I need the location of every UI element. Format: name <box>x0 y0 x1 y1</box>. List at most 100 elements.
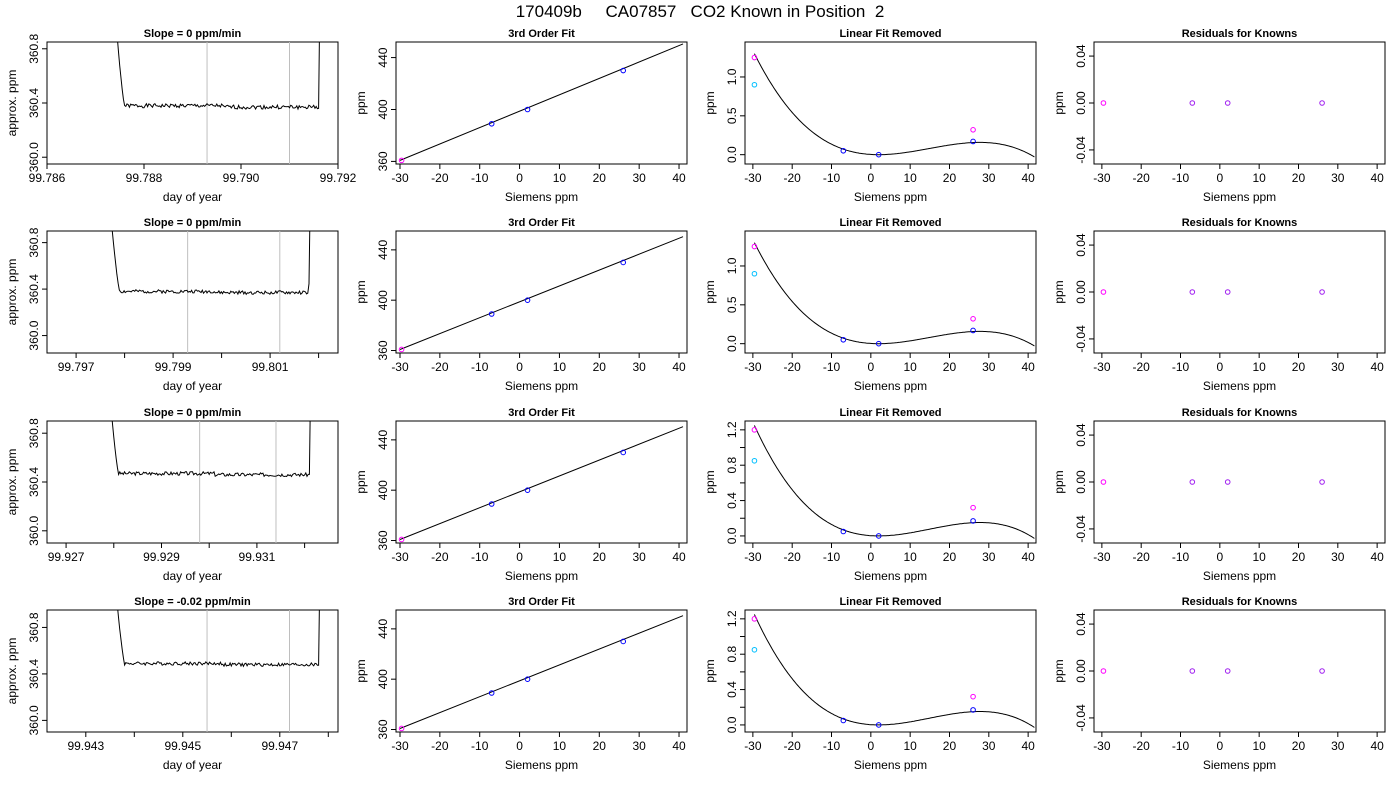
y-axis-label: ppm <box>703 280 717 303</box>
y-tick-label: 360 <box>376 719 390 739</box>
data-point <box>970 518 976 524</box>
y-tick-label: 400 <box>376 480 390 500</box>
fit-line <box>399 236 684 350</box>
cubic-fit-curve <box>753 242 1035 347</box>
cubic-fit-curve <box>753 425 1035 539</box>
x-tick-label: 99.792 <box>320 171 357 185</box>
y-tick-label: 0.00 <box>1074 280 1088 304</box>
panel-1-2: 3rd Order Fit -30 -20 -10 0 10 20 30 40 360 400 440… <box>354 28 688 204</box>
data-point <box>620 67 627 74</box>
panel-title: 3rd Order Fit <box>508 596 575 608</box>
data-point <box>1189 100 1196 106</box>
panel-title: Slope = 0 ppm/min <box>144 407 242 419</box>
x-tick-label: -20 <box>1133 739 1151 753</box>
x-tick-label: 40 <box>1021 171 1035 185</box>
y-axis-label: ppm <box>703 470 717 493</box>
panel-title: 3rd Order Fit <box>508 28 575 40</box>
y-tick-label: -0.04 <box>1074 704 1088 732</box>
x-tick-label: 99.931 <box>239 550 276 564</box>
x-tick-label: 10 <box>903 360 917 374</box>
x-tick-label: -10 <box>471 550 489 564</box>
data-point <box>840 147 847 154</box>
y-tick-label: 360.0 <box>27 320 41 350</box>
x-tick-label: -20 <box>1133 360 1151 374</box>
x-tick-label: -20 <box>431 739 449 753</box>
x-tick-label: 0 <box>867 739 874 753</box>
x-tick-label: 40 <box>672 171 686 185</box>
x-tick-label: 40 <box>672 360 686 374</box>
x-axis-label: Siemens ppm <box>854 569 927 583</box>
x-tick-label: 0 <box>1216 550 1223 564</box>
x-tick-label: 0 <box>867 360 874 374</box>
y-tick-label: 1.0 <box>725 68 739 85</box>
x-tick-label: -10 <box>1172 739 1190 753</box>
x-tick-label: 40 <box>1021 360 1035 374</box>
x-tick-label: 20 <box>943 360 957 374</box>
x-tick-label: 99.927 <box>48 550 85 564</box>
panel-3-3: Linear Fit Removed -30 -20 -10 0 10 20 30 40 0.0 0… <box>703 407 1037 583</box>
y-tick-label: 400 <box>376 669 390 689</box>
data-point <box>1224 289 1231 295</box>
x-tick-label: -30 <box>391 171 409 185</box>
y-axis-label: ppm <box>354 659 368 682</box>
panel-1-3: Linear Fit Removed -30 -20 -10 0 10 20 30 40 0.0 0… <box>703 28 1037 204</box>
x-tick-label: 30 <box>982 360 996 374</box>
plot-frame <box>744 230 1037 354</box>
data-point <box>1100 289 1107 295</box>
x-tick-label: -10 <box>823 171 841 185</box>
x-tick-label: 20 <box>593 360 607 374</box>
y-tick-label: 440 <box>376 240 390 260</box>
data-point <box>620 449 627 456</box>
x-tick-label: -10 <box>1172 171 1190 185</box>
y-axis-label: approx. ppm <box>5 449 19 516</box>
data-point <box>524 487 531 493</box>
data-point <box>840 528 847 535</box>
data-point <box>398 157 405 164</box>
panel-title: Linear Fit Removed <box>839 28 941 40</box>
x-tick-label: -20 <box>1133 171 1151 185</box>
y-tick-label: 440 <box>376 619 390 639</box>
y-tick-label: 0.0 <box>725 335 739 352</box>
y-tick-label: 440 <box>376 430 390 450</box>
x-tick-label: 99.788 <box>126 171 163 185</box>
x-axis-label: Siemens ppm <box>505 758 578 772</box>
data-point <box>751 457 758 464</box>
panel-3-2: 3rd Order Fit -30 -20 -10 0 10 20 30 40 360 400 440… <box>354 407 688 583</box>
y-tick-label: 0.0 <box>725 527 739 544</box>
x-tick-label: 20 <box>1292 360 1306 374</box>
x-tick-label: 10 <box>1252 360 1266 374</box>
x-tick-label: 30 <box>1331 739 1345 753</box>
x-tick-label: -10 <box>823 739 841 753</box>
y-tick-label: 0.4 <box>725 492 739 509</box>
fit-line <box>399 426 684 540</box>
data-point <box>488 311 495 317</box>
panel-3-1: Slope = 0 ppm/min 99.927 99.929 99.931 360.0… <box>5 407 339 583</box>
plot-frame <box>744 420 1037 544</box>
plot-area <box>398 236 684 353</box>
data-point <box>875 533 882 539</box>
y-tick-label: 0.00 <box>1074 91 1088 115</box>
panel-title: Linear Fit Removed <box>839 217 941 229</box>
plot-frame <box>395 41 688 165</box>
data-point <box>1100 479 1107 485</box>
data-point <box>970 707 976 713</box>
x-axis-label: day of year <box>163 379 222 393</box>
y-tick-label: 400 <box>376 99 390 119</box>
data-point <box>1189 289 1196 295</box>
x-axis-label: Siemens ppm <box>505 569 578 583</box>
x-tick-label: 40 <box>1021 739 1035 753</box>
plot-area <box>117 610 320 732</box>
panel-2-4: Residuals for Knowns -30 -20 -10 0 10 20 30 40 -0… <box>1052 217 1386 393</box>
data-point <box>398 536 405 543</box>
x-tick-label: 20 <box>943 550 957 564</box>
x-tick-label: -30 <box>391 360 409 374</box>
y-tick-label: 360 <box>376 340 390 360</box>
y-axis-label: ppm <box>354 280 368 303</box>
data-point <box>488 501 495 507</box>
x-tick-label: -10 <box>823 550 841 564</box>
y-tick-label: 400 <box>376 290 390 310</box>
data-point <box>524 106 531 113</box>
x-tick-label: 30 <box>632 360 646 374</box>
data-point <box>751 616 758 622</box>
